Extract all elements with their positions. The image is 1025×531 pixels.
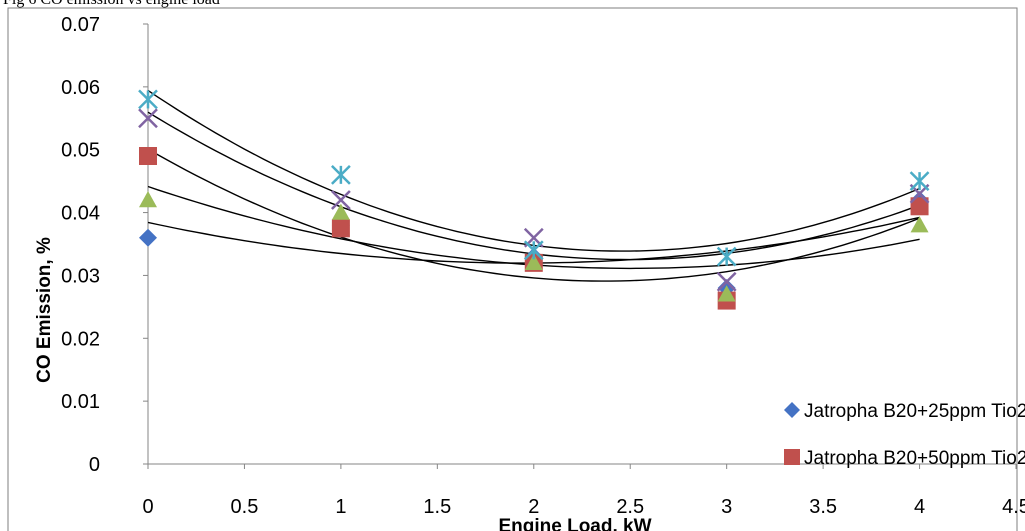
y-tick-label: 0.04 <box>61 203 100 225</box>
figure-caption: Fig 6 CO emission vs engine load <box>3 0 220 9</box>
y-tick-label: 0.03 <box>61 265 100 287</box>
triangle-marker <box>717 285 736 302</box>
star-marker <box>523 240 544 261</box>
x-tick-label: 0.5 <box>231 496 259 518</box>
y-tick-label: 0.02 <box>61 328 100 350</box>
legend-label: Jatropha B20+25ppm Tio2 <box>804 401 1025 422</box>
x-tick-label: 4.5 <box>1002 496 1025 518</box>
x-tick-label: 2.5 <box>616 496 644 518</box>
star-marker <box>909 171 930 192</box>
y-tick-label: 0 <box>89 454 100 476</box>
x-tick-labels: 0 0.5 1 1.5 2 2.5 3 3.5 4 4.5 <box>142 464 1025 518</box>
legend-item: Jatropha B20+50ppm Tio2 <box>784 448 1025 469</box>
star-marker <box>331 164 351 185</box>
chart-border <box>7 7 1018 531</box>
square-marker <box>910 197 929 216</box>
y-tick-label: 0.01 <box>61 391 100 413</box>
diamond-marker <box>139 228 157 247</box>
triangle-marker <box>331 203 350 220</box>
x-tick-label: 3.5 <box>809 496 837 518</box>
legend: Jatropha B20+25ppm Tio2 Jatropha B20+50pp… <box>784 401 1025 469</box>
x-tick-label: 0 <box>142 496 153 518</box>
y-tick-label: 0.05 <box>61 140 100 162</box>
x-marker <box>138 108 158 129</box>
triangle-marker <box>910 216 929 233</box>
y-tick-labels: 0 0.01 0.02 0.03 0.04 0.05 0.06 0.07 <box>61 14 148 476</box>
x-tick-label: 2 <box>528 496 539 518</box>
x-tick-label: 1 <box>335 496 346 518</box>
square-marker <box>139 147 157 165</box>
star-marker <box>138 89 158 110</box>
trendline <box>147 89 920 252</box>
legend-label: Jatropha B20+50ppm Tio2 <box>804 448 1025 469</box>
star-marker <box>716 246 737 267</box>
x-tick-label: 1.5 <box>423 496 451 518</box>
y-axis-label: CO Emission, % <box>34 237 55 383</box>
x-tick-label: 4 <box>914 496 925 518</box>
y-tick-label: 0.06 <box>61 77 100 99</box>
x-axis-label: Engine Load, kW <box>498 516 651 531</box>
y-tick-label: 0.07 <box>61 14 100 36</box>
data-markers <box>138 89 930 310</box>
legend-item: Jatropha B20+25ppm Tio2 <box>784 401 1025 422</box>
square-marker <box>331 219 350 238</box>
triangle-marker <box>524 253 543 271</box>
square-marker <box>784 449 800 465</box>
x-tick-label: 3 <box>721 496 732 518</box>
x-marker <box>331 190 351 210</box>
triangle-marker <box>139 191 157 208</box>
diamond-marker <box>784 402 800 418</box>
x-marker <box>716 271 737 292</box>
